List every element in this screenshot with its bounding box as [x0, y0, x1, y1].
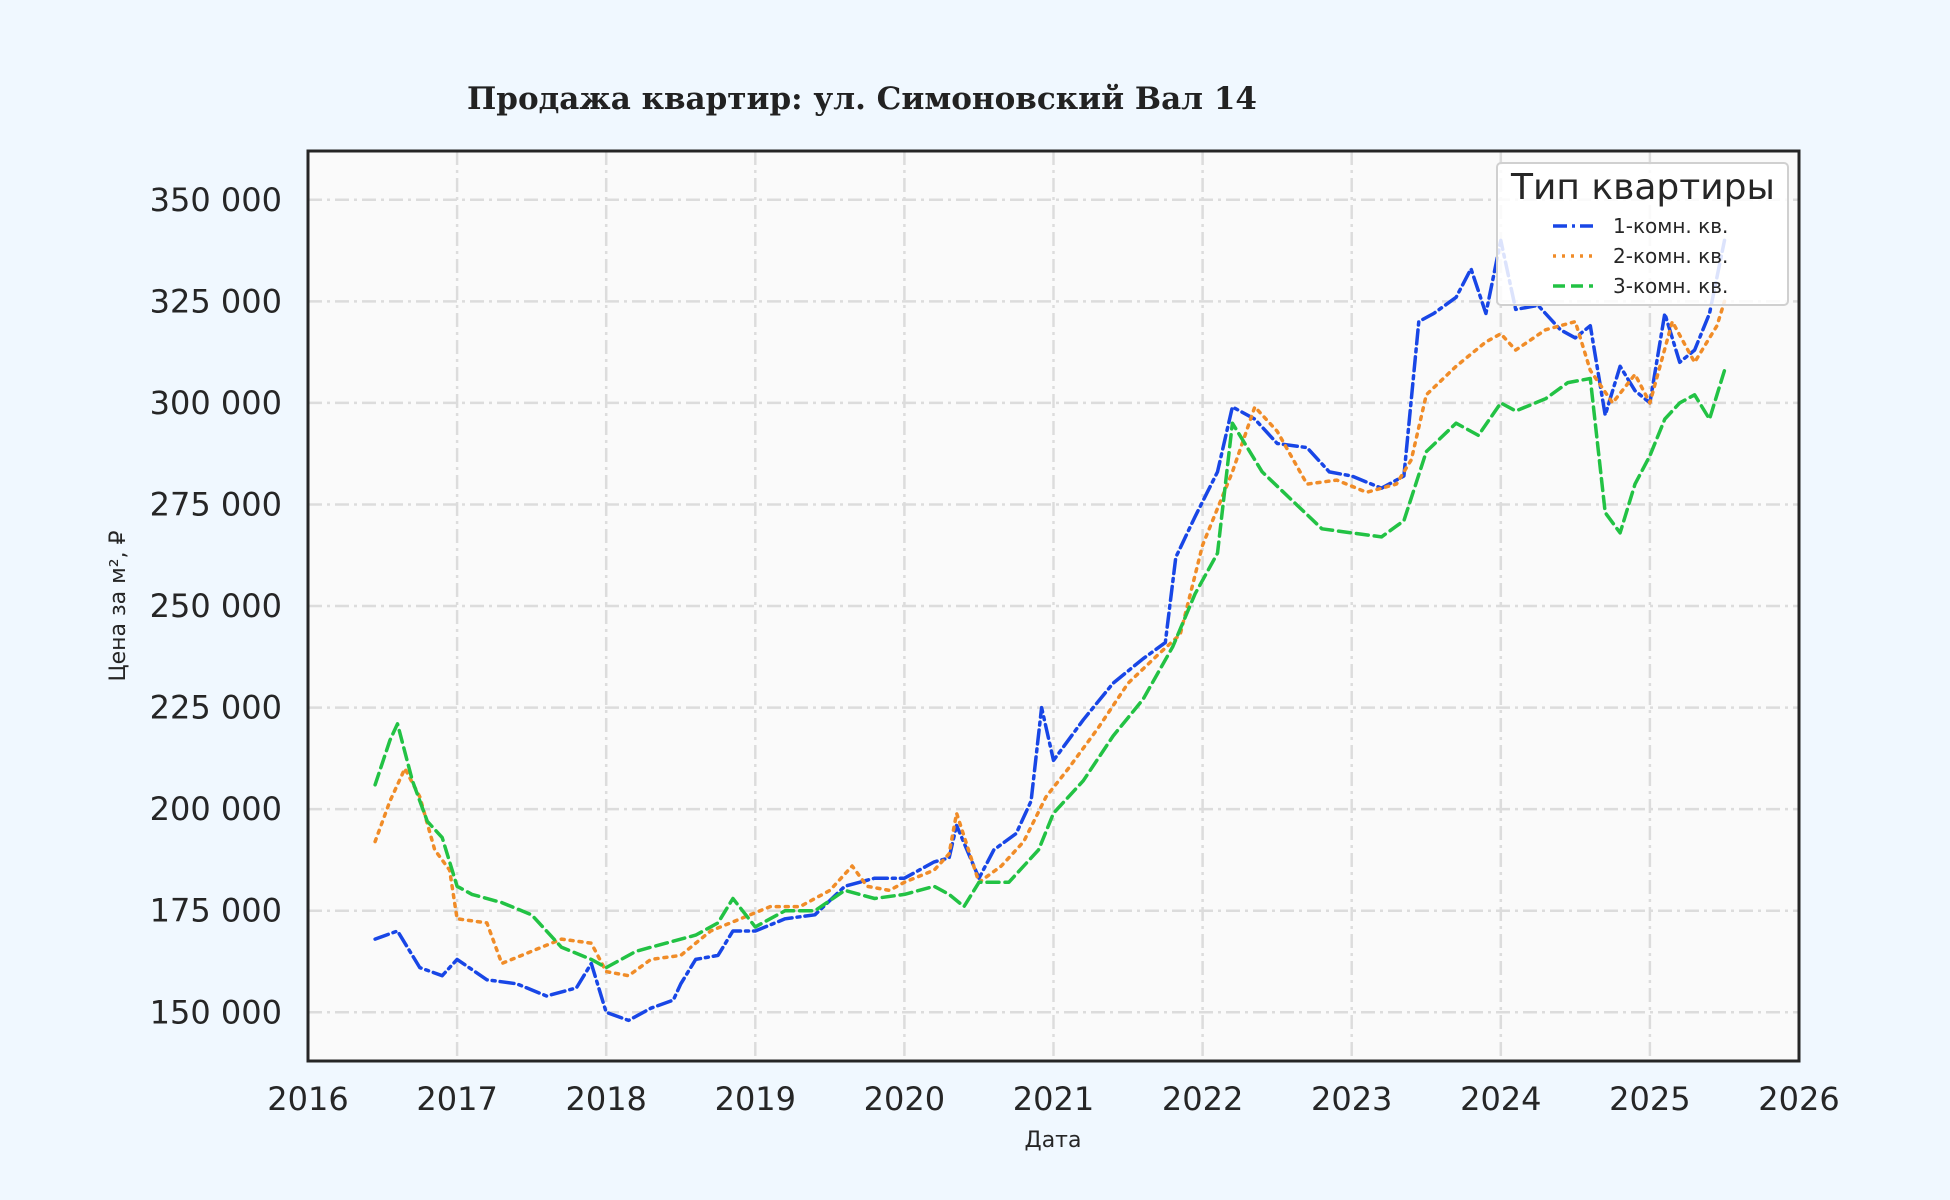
x-tick-label: 2021	[1013, 1080, 1094, 1118]
x-tick-label: 2026	[1758, 1080, 1839, 1118]
x-axis-label: Дата	[1025, 1128, 1082, 1153]
legend: Тип квартиры 1-комн. кв. 2-комн. кв. 3-ком…	[1496, 162, 1789, 306]
x-tick-label: 2025	[1609, 1080, 1690, 1118]
series-line-2	[373, 299, 1727, 978]
x-tick-label: 2024	[1460, 1080, 1541, 1118]
chart-title: Продажа квартир: ул. Симоновский Вал 14	[467, 81, 1257, 117]
x-tick-label: 2019	[715, 1080, 796, 1118]
x-tick-label: 2020	[864, 1080, 945, 1118]
y-tick-label: 300 000	[150, 384, 282, 422]
y-tick-label: 150 000	[150, 993, 282, 1031]
legend-label-3: 3-комн. кв.	[1613, 274, 1728, 298]
y-tick-label: 225 000	[150, 689, 282, 727]
y-tick-label: 175 000	[150, 892, 282, 930]
x-tick-label: 2017	[416, 1080, 497, 1118]
legend-title: Тип квартиры	[1510, 167, 1775, 208]
legend-label-2: 2-комн. кв.	[1613, 244, 1728, 268]
y-tick-labels: 150 000 175 000 200 000 225 000 250 000 275 0…	[150, 181, 282, 1032]
x-tick-label: 2023	[1311, 1080, 1392, 1118]
x-tick-label: 2022	[1162, 1080, 1243, 1118]
y-tick-label: 350 000	[150, 181, 282, 219]
y-tick-label: 325 000	[150, 282, 282, 320]
x-tick-label: 2016	[267, 1080, 348, 1118]
legend-items: 1-комн. кв. 2-комн. кв. 3-комн. кв.	[1553, 214, 1728, 298]
series-layer	[373, 238, 1727, 1023]
plot-frame	[306, 149, 1801, 1063]
series-line-3	[373, 368, 1727, 970]
y-tick-label: 275 000	[150, 485, 282, 523]
legend-box	[1496, 162, 1789, 306]
y-tick-label: 200 000	[150, 790, 282, 828]
x-tick-label: 2018	[565, 1080, 646, 1118]
legend-label-1: 1-комн. кв.	[1613, 214, 1728, 238]
x-tick-labels: 2016 2017 2018 2019 2020 2021 2022 2023 2024 2025…	[267, 1080, 1839, 1118]
y-tick-label: 250 000	[150, 587, 282, 625]
y-axis-label: Цена за м², ₽	[106, 530, 131, 681]
